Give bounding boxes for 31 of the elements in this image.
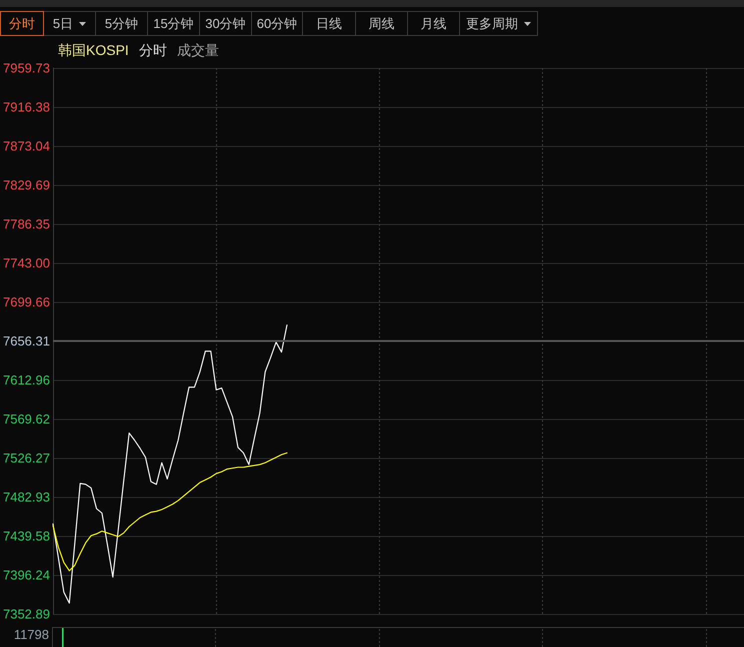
- text: 5分钟: [104, 14, 138, 32]
- text: 11798: [14, 627, 49, 642]
- y-tick-label: 7743.00: [2, 256, 50, 270]
- y-tick-label: 7526.27: [2, 450, 50, 466]
- y-tick-label: 7699.66: [2, 294, 50, 310]
- y-tick-label: 7482.93: [2, 489, 50, 504]
- text: 30分钟: [205, 14, 246, 32]
- text: 月线: [420, 14, 446, 32]
- y-tick-label: 7439.58: [2, 528, 50, 544]
- y-tick-label: 7352.89: [2, 606, 50, 622]
- text: 成交量: [176, 42, 219, 60]
- text: 更多周期: [466, 14, 518, 32]
- chart-title: 韩国KOSPI: [58, 42, 129, 60]
- text: 15分钟: [153, 14, 194, 32]
- y-tick-label: 7656.31: [2, 334, 50, 348]
- y-tick-label: 7786.35: [2, 216, 50, 232]
- y-tick-label: 7829.69: [2, 178, 50, 193]
- text: 分时: [9, 14, 35, 32]
- text: 日线: [316, 14, 342, 32]
- y-tick-label: 7873.04: [2, 138, 50, 154]
- chart-subtitle: 分时: [138, 42, 167, 60]
- text: 5日: [52, 14, 74, 32]
- y-tick-label: 7569.62: [2, 412, 50, 426]
- y-tick-label: 7612.96: [2, 372, 50, 388]
- y-tick-label: 7916.38: [2, 100, 50, 115]
- line-series: [52, 452, 288, 572]
- line-series: [52, 324, 288, 604]
- y-tick-label: 7959.73: [2, 60, 50, 76]
- text: 60分钟: [256, 14, 298, 32]
- y-tick-label: 7396.24: [2, 567, 50, 582]
- text: 周线: [368, 14, 394, 32]
